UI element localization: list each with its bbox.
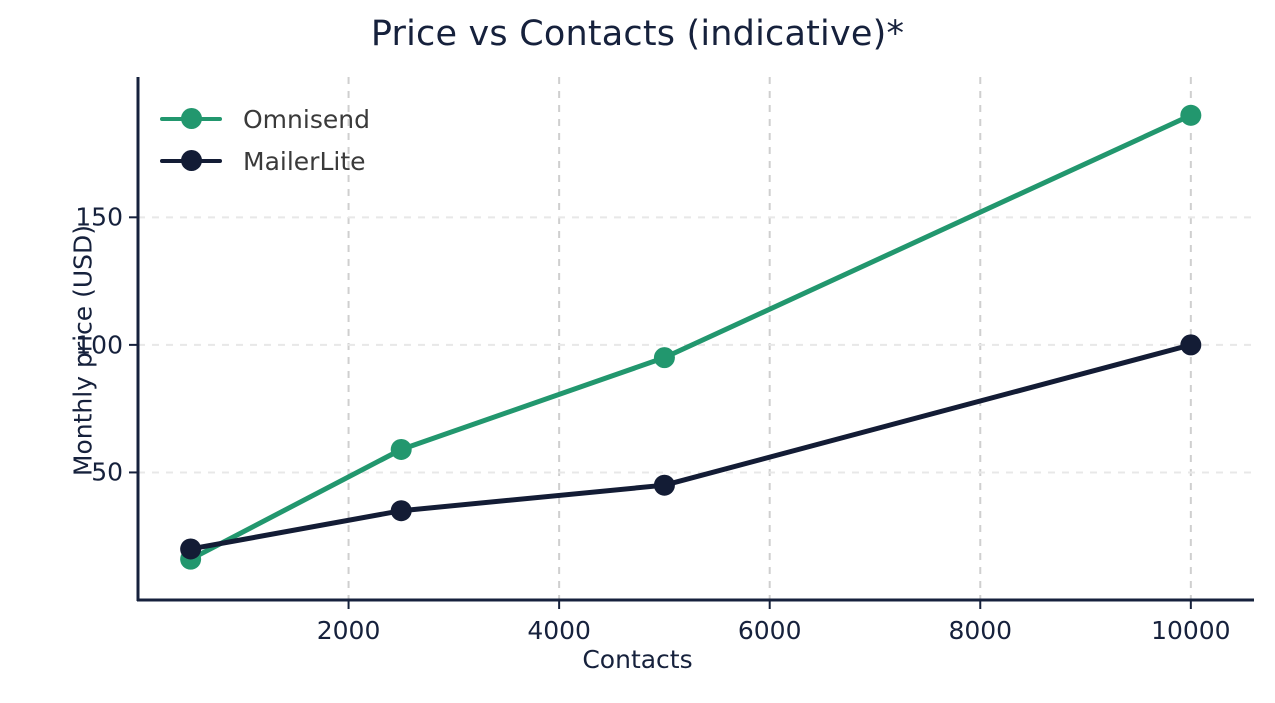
series-markers	[180, 104, 1202, 570]
x-tick-label: 8000	[948, 616, 1013, 645]
legend-marker-mailerlite	[160, 150, 222, 172]
data-point-omnisend	[390, 438, 412, 460]
y-tick-label: 100	[75, 330, 123, 360]
x-tick-label: 10000	[1151, 616, 1231, 645]
series-line-omnisend	[188, 112, 1194, 562]
data-point-mailerlite	[390, 500, 412, 522]
legend-marker-omnisend	[160, 108, 222, 130]
legend-entry-omnisend[interactable]: Omnisend	[160, 98, 370, 140]
data-point-mailerlite	[653, 474, 675, 496]
y-tick-label: 50	[91, 457, 123, 487]
series-lines	[188, 112, 1194, 562]
legend-label-mailerlite: MailerLite	[243, 146, 366, 176]
axis-spines	[136, 77, 1254, 602]
x-axis-label: Contacts	[582, 645, 693, 674]
data-point-mailerlite	[1180, 334, 1202, 356]
data-point-mailerlite	[180, 538, 202, 560]
chart-legend: Omnisend MailerLite	[160, 98, 370, 182]
gridlines	[138, 77, 1254, 600]
legend-label-omnisend: Omnisend	[243, 104, 370, 134]
y-axis-label: Monthly price (USD)	[68, 224, 98, 477]
x-tick-label: 2000	[316, 616, 381, 645]
series-line-mailerlite	[188, 342, 1194, 552]
x-tick-label: 4000	[527, 616, 591, 645]
data-point-omnisend	[1180, 104, 1202, 126]
axis-ticks	[129, 216, 1192, 609]
x-tick-label: 6000	[737, 616, 802, 645]
chart-title: Price vs Contacts (indicative)*	[370, 14, 905, 54]
y-tick-label: 150	[75, 202, 123, 232]
legend-entry-mailerlite[interactable]: MailerLite	[160, 140, 370, 182]
data-point-omnisend	[653, 347, 675, 369]
